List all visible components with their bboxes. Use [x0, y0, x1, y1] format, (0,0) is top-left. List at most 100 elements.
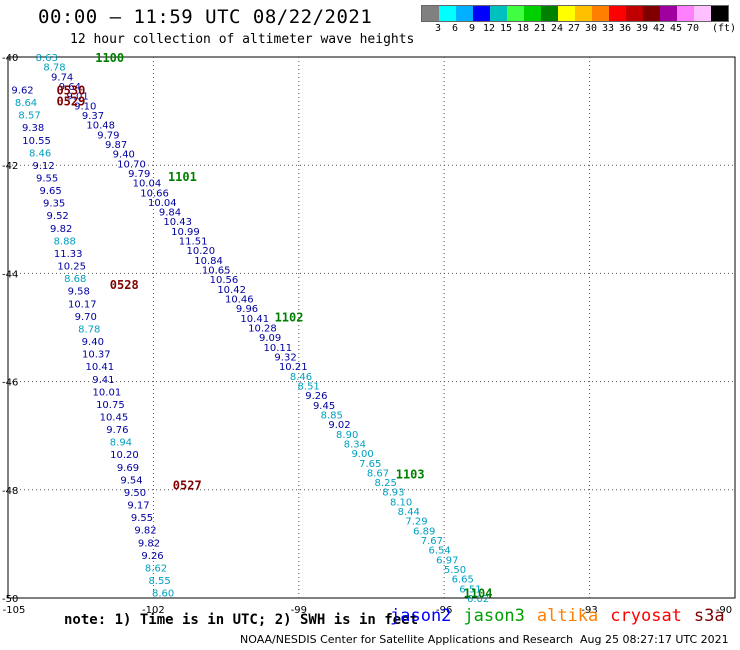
pass-time-label: 0530: [56, 83, 85, 97]
wave-height-label: 9.82: [134, 526, 156, 537]
wave-height-label: 10.04: [148, 198, 177, 209]
map-frame: [7, 56, 736, 599]
wave-height-label: 8.46: [290, 372, 312, 383]
wave-height-label: 8.90: [336, 430, 358, 441]
color-swatch: [711, 6, 728, 21]
wave-height-label: 10.21: [279, 362, 308, 373]
wave-height-label: 10.70: [117, 159, 146, 170]
wave-height-label: 9.40: [113, 150, 135, 161]
color-scale-label: 24: [550, 23, 564, 34]
wave-height-label: 9.54: [120, 475, 142, 486]
color-scale-label: 21: [533, 23, 547, 34]
wave-height-label: 10.01: [93, 387, 122, 398]
wave-height-label: 9.96: [236, 304, 258, 315]
pass-time-label: 1101: [168, 170, 197, 184]
wave-height-label: 10.11: [264, 343, 293, 354]
color-swatch: [609, 6, 626, 21]
wave-height-label: 8.64: [15, 98, 37, 109]
wave-height-label: 9.79: [97, 130, 119, 141]
color-scale-label: 12: [482, 23, 496, 34]
pass-time-label: 0527: [173, 478, 202, 492]
color-swatch: [422, 6, 439, 21]
wave-height-label: 9.55: [36, 174, 58, 185]
wave-height-label: 10.28: [248, 324, 277, 335]
color-swatch: [592, 6, 609, 21]
color-scale-label: 18: [516, 23, 530, 34]
wave-height-label: 9.64: [59, 82, 81, 93]
pass-time-label: 1104: [464, 587, 493, 601]
wave-height-label: 9.41: [92, 375, 114, 386]
longitude-tick-label: -105: [3, 605, 26, 616]
color-swatch: [456, 6, 473, 21]
color-scale-label: 42: [652, 23, 666, 34]
wave-height-label: 9.52: [47, 211, 69, 222]
wave-height-label: 10.42: [217, 285, 246, 296]
color-scale-label: 36: [618, 23, 632, 34]
color-scale-label: 70: [686, 23, 700, 34]
color-scale-label: 30: [584, 23, 598, 34]
wave-height-label: 9.55: [131, 513, 153, 524]
satellite-s3a: s3a: [693, 606, 725, 626]
wave-height-label: 9.62: [11, 85, 33, 96]
wave-height-label: 7.29: [405, 517, 427, 528]
latitude-tick-label: -50: [2, 594, 18, 605]
wave-height-label: 9.35: [43, 199, 65, 210]
wave-height-label: 9.87: [105, 140, 127, 151]
color-scale-label: 9: [468, 23, 476, 34]
color-swatch: [541, 6, 558, 21]
longitude-tick-label: -93: [581, 605, 597, 616]
color-scale-label: 3: [434, 23, 442, 34]
credit-text: NOAA/NESDIS Center for Satellite Applica…: [240, 633, 574, 646]
color-scale-labels: 3 6 9 12 15 18 21 24 27 30 33 36 39 42 45 70 (ft): [421, 22, 736, 35]
wave-height-label: 9.58: [68, 287, 90, 298]
wave-height-label: 9.37: [82, 111, 104, 122]
wave-height-label: 9.74: [51, 72, 73, 83]
wave-height-label: 10.99: [171, 227, 200, 238]
wave-height-label: 8.88: [54, 236, 76, 247]
color-swatch: [473, 6, 490, 21]
pass-time-label: 0529: [56, 94, 85, 108]
wave-height-label: 10.04: [133, 179, 162, 190]
color-scale-legend: 3 6 9 12 15 18 21 24 27 30 33 36 39 42 45 70 (ft): [421, 5, 736, 35]
wave-height-label: 9.79: [128, 169, 150, 180]
wave-height-label: 10.17: [68, 299, 97, 310]
color-swatch: [439, 6, 456, 21]
wave-height-label: 10.20: [110, 450, 139, 461]
wave-height-label: 8.85: [321, 410, 343, 421]
wave-height-label: 9.26: [305, 391, 327, 402]
wave-height-label: 9.45: [313, 401, 335, 412]
pass-time-label: 1102: [275, 311, 304, 325]
color-swatch: [677, 6, 694, 21]
color-swatch: [507, 6, 524, 21]
color-swatch: [643, 6, 660, 21]
wave-height-label: 6.89: [413, 526, 435, 537]
wave-height-label: 10.84: [194, 256, 223, 267]
color-scale-unit: (ft): [712, 23, 737, 34]
wave-height-label: 9.70: [75, 312, 97, 323]
color-swatch: [626, 6, 643, 21]
satellite-legend: jason2 jason3 altika cryosat s3a: [390, 606, 737, 626]
wave-height-label: 11.33: [54, 249, 83, 260]
wave-height-label: 9.12: [32, 161, 54, 172]
wave-height-label: 9.82: [50, 224, 72, 235]
wave-height-label: 9.01: [66, 92, 88, 103]
wave-height-label: 10.43: [163, 217, 192, 228]
wave-height-label: 10.75: [96, 400, 125, 411]
wave-height-label: 8.34: [344, 439, 366, 450]
longitude-tick-label: -102: [142, 605, 165, 616]
latitude-tick-label: -40: [2, 53, 18, 64]
color-scale-label: 39: [635, 23, 649, 34]
latitude-tick-label: -46: [2, 378, 18, 389]
latitude-tick-label: -44: [2, 269, 18, 280]
pass-time-label: 1103: [396, 468, 425, 482]
wave-height-label: 11.51: [179, 237, 208, 248]
wave-height-label: 6.97: [436, 555, 458, 566]
color-swatch: [694, 6, 711, 21]
wave-height-label: 8.94: [110, 438, 132, 449]
wave-height-label: 10.37: [82, 350, 111, 361]
satellite-altika: altika: [536, 606, 599, 626]
wave-height-label: 10.25: [57, 262, 86, 273]
pass-time-label: 1100: [95, 51, 124, 65]
wave-height-label: 7.67: [421, 536, 443, 547]
